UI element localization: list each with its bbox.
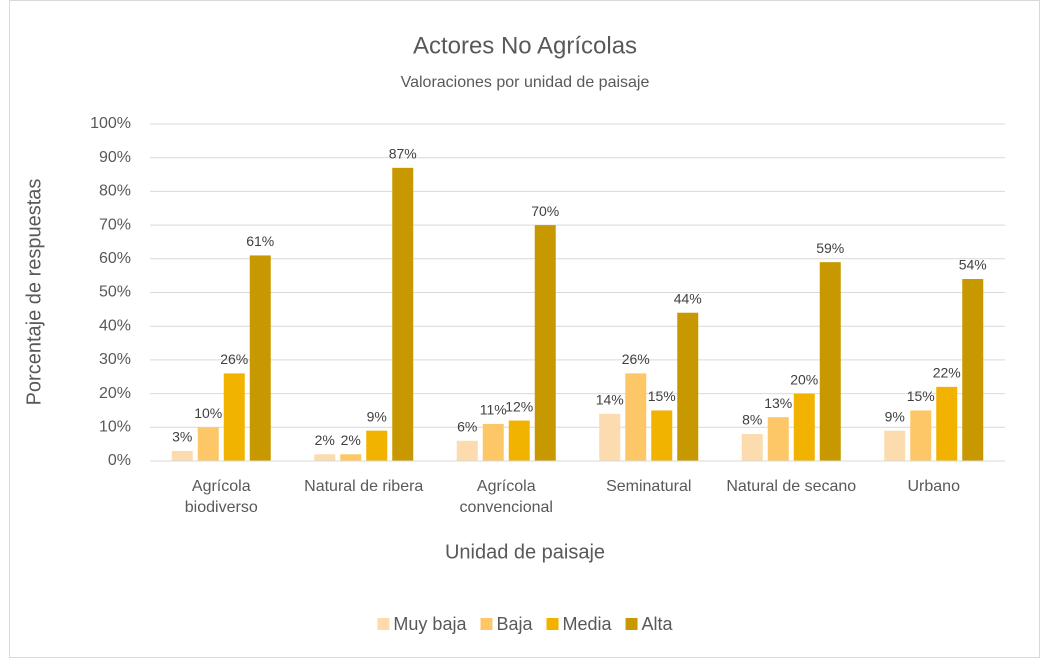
x-tick-label: Urbano [907,478,960,495]
chart-title: Actores No Agrícolas [413,32,637,59]
y-tick-label: 100% [90,115,131,132]
x-tick-label: Seminatural [606,478,692,495]
data-label: 2% [341,432,361,448]
bar [482,423,504,461]
bar [534,225,556,461]
bar [197,427,219,461]
y-tick-label: 60% [99,250,131,267]
x-tick-label: Natural de ribera [304,478,424,495]
bar [651,410,673,461]
data-label: 59% [816,240,844,256]
data-label: 70% [531,203,559,219]
data-label: 6% [457,418,477,434]
data-label: 61% [246,233,274,249]
y-tick-label: 20% [99,385,131,402]
data-label: 54% [959,257,987,273]
data-label: 8% [742,412,762,428]
bar [340,454,362,461]
data-label: 15% [648,388,676,404]
bar [767,417,789,461]
bar [249,255,271,461]
y-tick-label: 80% [99,183,131,200]
chart-subtitle: Valoraciones por unidad de paisaje [401,74,650,91]
data-label: 26% [622,351,650,367]
legend-label: Baja [496,614,533,634]
x-tick-label: Agrícola convencional [459,478,553,516]
x-tick-label: Agrícola biodiverso [184,478,258,516]
data-label: 9% [885,408,905,424]
y-tick-label: 90% [99,149,131,166]
x-axis-title: Unidad de paisaje [445,541,605,563]
legend-swatch [625,618,638,630]
legend-label: Media [563,614,613,634]
bar [819,262,841,461]
bar [508,420,530,461]
data-label: 87% [389,146,417,162]
data-label: 15% [907,388,935,404]
bar [366,430,388,461]
x-tick-label: Natural de secano [726,478,857,495]
y-tick-label: 30% [99,351,131,368]
y-tick-label: 0% [108,452,131,469]
legend-swatch [480,618,493,630]
bar [793,393,815,461]
bar [171,450,193,461]
y-tick-label: 50% [99,284,131,301]
bar [962,279,984,461]
data-label: 9% [367,408,387,424]
bar [456,440,478,461]
legend-label: Muy baja [393,614,467,634]
y-tick-label: 70% [99,216,131,233]
data-label: 22% [933,365,961,381]
data-label: 13% [764,395,792,411]
data-label: 3% [172,429,192,445]
bar [741,434,763,461]
y-tick-label: 40% [99,317,131,334]
bar [223,373,245,461]
y-axis-title: Porcentaje de respuestas [23,179,45,406]
bar [314,454,336,461]
data-label: 11% [480,402,507,418]
data-label: 12% [505,398,533,414]
data-label: 2% [315,432,335,448]
data-label: 26% [220,351,248,367]
data-label: 10% [194,405,222,421]
data-label: 44% [674,290,702,306]
bar [677,312,699,461]
bar [910,410,932,461]
chart-frame [9,0,1040,658]
data-label: 20% [790,371,818,387]
legend-swatch [546,618,559,630]
data-label: 14% [596,392,624,408]
bar [936,386,958,461]
bar [884,430,906,461]
legend-swatch [377,618,390,630]
bar [599,413,621,461]
y-tick-label: 10% [99,419,131,436]
legend-label: Alta [642,614,674,634]
bar [392,167,414,461]
bar [625,373,647,461]
